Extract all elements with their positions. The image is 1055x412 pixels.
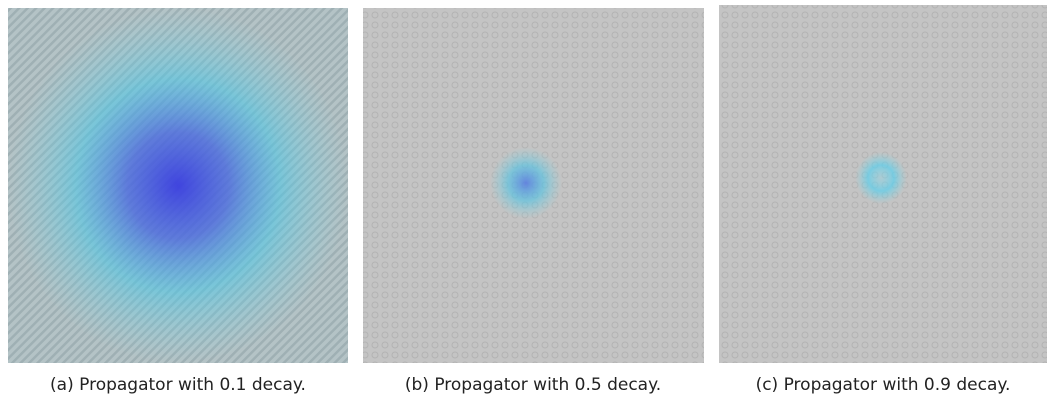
panel-a: (a) Propagator with 0.1 decay. bbox=[8, 8, 348, 395]
heatmap bbox=[8, 8, 348, 363]
panel-b: (b) Propagator with 0.5 decay. bbox=[363, 8, 704, 395]
figure: (a) Propagator with 0.1 decay. (b) Propa… bbox=[0, 0, 1055, 408]
heatmap bbox=[855, 152, 907, 204]
panel-c: (c) Propagator with 0.9 decay. bbox=[719, 5, 1047, 395]
heatmap bbox=[490, 147, 562, 219]
caption: (b) Propagator with 0.5 decay. bbox=[405, 375, 661, 395]
caption: (c) Propagator with 0.9 decay. bbox=[756, 375, 1011, 395]
caption: (a) Propagator with 0.1 decay. bbox=[50, 375, 306, 395]
